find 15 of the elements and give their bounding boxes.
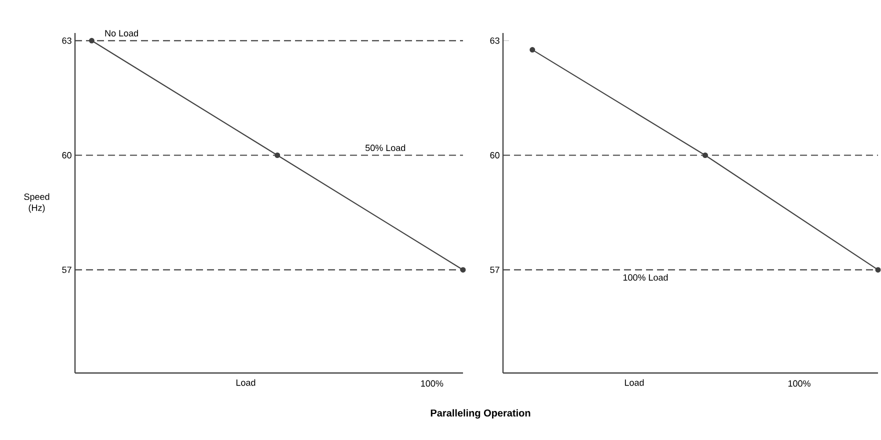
ref-line-label: 50% Load — [365, 144, 406, 152]
y-tick-label: 60 — [62, 152, 72, 158]
ref-line-label: 100% Load — [623, 274, 668, 281]
text: 100% — [788, 380, 810, 387]
y-axis-title: Speed (Hz) — [24, 193, 50, 213]
x-axis-title: Load — [236, 379, 256, 386]
x-axis-title: Load — [624, 379, 644, 386]
ref-line-label: No Load — [105, 30, 138, 36]
text: 100% — [421, 380, 444, 387]
text: Paralleling Operation — [430, 409, 530, 419]
y-tick-label: 63 — [490, 37, 500, 44]
y-tick-label: 60 — [490, 152, 500, 158]
y-tick-label: 57 — [62, 266, 72, 273]
y-tick-label: 63 — [62, 37, 72, 44]
y-tick-label: 57 — [490, 266, 500, 273]
